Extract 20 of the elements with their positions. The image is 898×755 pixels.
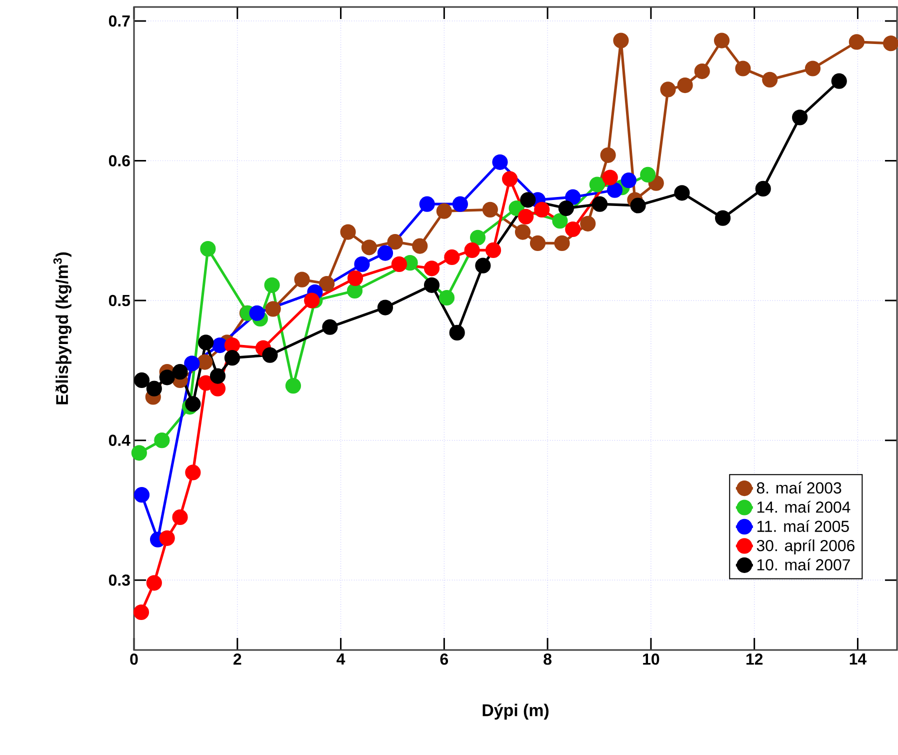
x-tick-label: 2 — [234, 654, 242, 665]
y-tick-label: 0.6 — [108, 155, 130, 166]
legend-label: 11. maí 2005 — [757, 520, 849, 532]
x-tick-label: 4 — [336, 654, 346, 664]
y-tick-label: 0.3 — [108, 574, 130, 586]
y-tick-label: 0.4 — [108, 434, 130, 446]
y-tick-label: 0.5 — [108, 294, 130, 306]
y-axis-title: Eðlisþyngd (kg/m$^{3}$) — [53, 252, 72, 404]
legend-label: 8. maí 2003 — [756, 482, 842, 494]
x-tick-label: 14 — [850, 654, 866, 664]
x-axis-title: Dýpi (m) — [482, 704, 549, 720]
x-tick-label: 12 — [746, 654, 763, 665]
y-tick-label: 0.7 — [108, 15, 130, 27]
x-tick-label: 6 — [440, 654, 448, 665]
legend-label: 30. apríl 2006 — [756, 539, 854, 554]
x-tick-label: 8 — [544, 654, 552, 665]
legend-label: 10. maí 2007 — [757, 558, 850, 570]
x-tick-label: 0 — [130, 654, 138, 665]
x-tick-label: 10 — [643, 654, 660, 665]
legend-label: 14. maí 2004 — [757, 500, 850, 513]
